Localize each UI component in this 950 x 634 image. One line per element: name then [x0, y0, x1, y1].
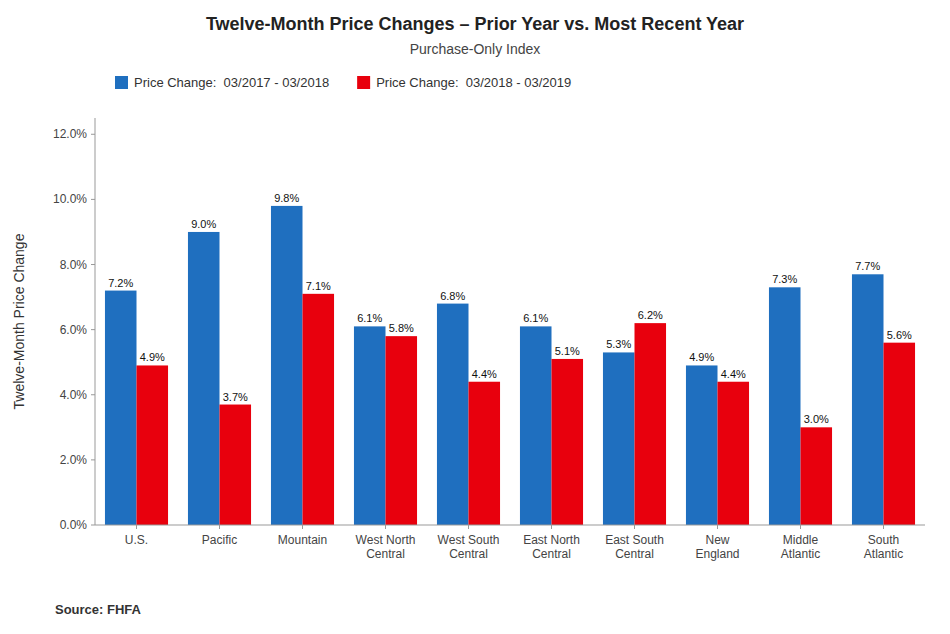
- y-axis-label: Twelve-Month Price Change: [11, 233, 27, 409]
- x-tick: [800, 525, 801, 529]
- bar: [552, 359, 584, 525]
- x-tick-label: U.S.: [125, 533, 148, 547]
- data-label: 7.2%: [108, 277, 133, 289]
- data-label: 5.1%: [555, 345, 580, 357]
- bar: [105, 291, 137, 525]
- y-tick: [91, 394, 95, 395]
- data-label: 6.1%: [523, 312, 548, 324]
- data-label: 9.8%: [274, 192, 299, 204]
- y-tick: [91, 264, 95, 265]
- subtitle: Purchase-Only Index: [410, 41, 541, 57]
- bar: [718, 382, 750, 525]
- x-tick: [136, 525, 137, 529]
- y-tick: [91, 199, 95, 200]
- bar: [884, 343, 916, 525]
- data-label: 7.3%: [772, 273, 797, 285]
- legend: Price Change: 03/2017 - 03/2018 Price Cha…: [115, 75, 571, 90]
- bar: [801, 427, 833, 525]
- data-label: 5.6%: [887, 329, 912, 341]
- legend-swatch: [357, 76, 370, 89]
- x-tick: [385, 525, 386, 529]
- y-tick-label: 0.0%: [60, 518, 88, 532]
- y-tick: [91, 459, 95, 460]
- data-label: 4.9%: [140, 351, 165, 363]
- data-label: 4.4%: [472, 368, 497, 380]
- bars: [105, 206, 915, 525]
- data-label: 6.2%: [638, 309, 663, 321]
- y-tick-label: 10.0%: [53, 192, 87, 206]
- y-axis-line: [95, 118, 96, 525]
- legend-entry: Price Change: 03/2018 - 03/2019: [376, 75, 571, 90]
- y-tick-label: 2.0%: [60, 453, 88, 467]
- x-tick-label: East SouthCentral: [605, 533, 664, 561]
- bar: [520, 326, 552, 525]
- data-label: 6.1%: [357, 312, 382, 324]
- x-tick: [551, 525, 552, 529]
- legend-entry: Price Change: 03/2017 - 03/2018: [134, 75, 329, 90]
- data-label: 9.0%: [191, 218, 216, 230]
- y-tick-label: 12.0%: [53, 127, 87, 141]
- bar: [303, 294, 335, 525]
- data-label: 6.8%: [440, 290, 465, 302]
- bar: [769, 287, 801, 525]
- bar: [354, 326, 386, 525]
- y-tick: [91, 134, 95, 135]
- y-tick-label: 8.0%: [60, 258, 88, 272]
- x-tick: [634, 525, 635, 529]
- bar: [386, 336, 418, 525]
- x-tick-label: SouthAtlantic: [864, 533, 903, 561]
- y-tick: [91, 525, 95, 526]
- legend-swatch: [115, 76, 128, 89]
- data-label: 3.0%: [804, 413, 829, 425]
- bar: [469, 382, 501, 525]
- x-tick: [219, 525, 220, 529]
- data-label: 7.1%: [306, 280, 331, 292]
- y-tick: [91, 329, 95, 330]
- bar: [220, 405, 252, 525]
- x-tick-label: NewEngland: [695, 533, 739, 561]
- x-tick-label: West SouthCentral: [438, 533, 500, 561]
- data-label: 4.4%: [721, 368, 746, 380]
- x-tick-label: Mountain: [278, 533, 327, 547]
- x-tick-label: West NorthCentral: [356, 533, 416, 561]
- bar: [137, 365, 169, 525]
- data-label: 3.7%: [223, 391, 248, 403]
- data-label: 4.9%: [689, 351, 714, 363]
- x-tick: [468, 525, 469, 529]
- bar: [686, 365, 718, 525]
- y-tick-label: 4.0%: [60, 388, 88, 402]
- x-tick: [302, 525, 303, 529]
- bar: [635, 323, 667, 525]
- bar: [188, 232, 220, 525]
- bar: [271, 206, 303, 525]
- x-tick-label: MiddleAtlantic: [781, 533, 820, 561]
- source: Source: FHFA: [55, 602, 142, 617]
- data-label: 7.7%: [855, 260, 880, 272]
- y-tick-label: 6.0%: [60, 323, 88, 337]
- data-labels: 7.2% 9.0% 9.8% 6.1% 6.8% 6.1% 5.3% 4.9% 7.3% 7.7%…: [108, 192, 912, 425]
- data-label: 5.8%: [389, 322, 414, 334]
- x-tick-label: East NorthCentral: [523, 533, 580, 561]
- x-tick: [717, 525, 718, 529]
- bar: [603, 352, 635, 525]
- x-tick-label: Pacific: [202, 533, 237, 547]
- x-tick: [883, 525, 884, 529]
- data-label: 5.3%: [606, 338, 631, 350]
- title: Twelve-Month Price Changes – Prior Year …: [206, 14, 744, 34]
- chart: Twelve-Month Price Changes – Prior Year …: [0, 0, 950, 634]
- bar: [852, 274, 884, 525]
- bar: [437, 304, 469, 525]
